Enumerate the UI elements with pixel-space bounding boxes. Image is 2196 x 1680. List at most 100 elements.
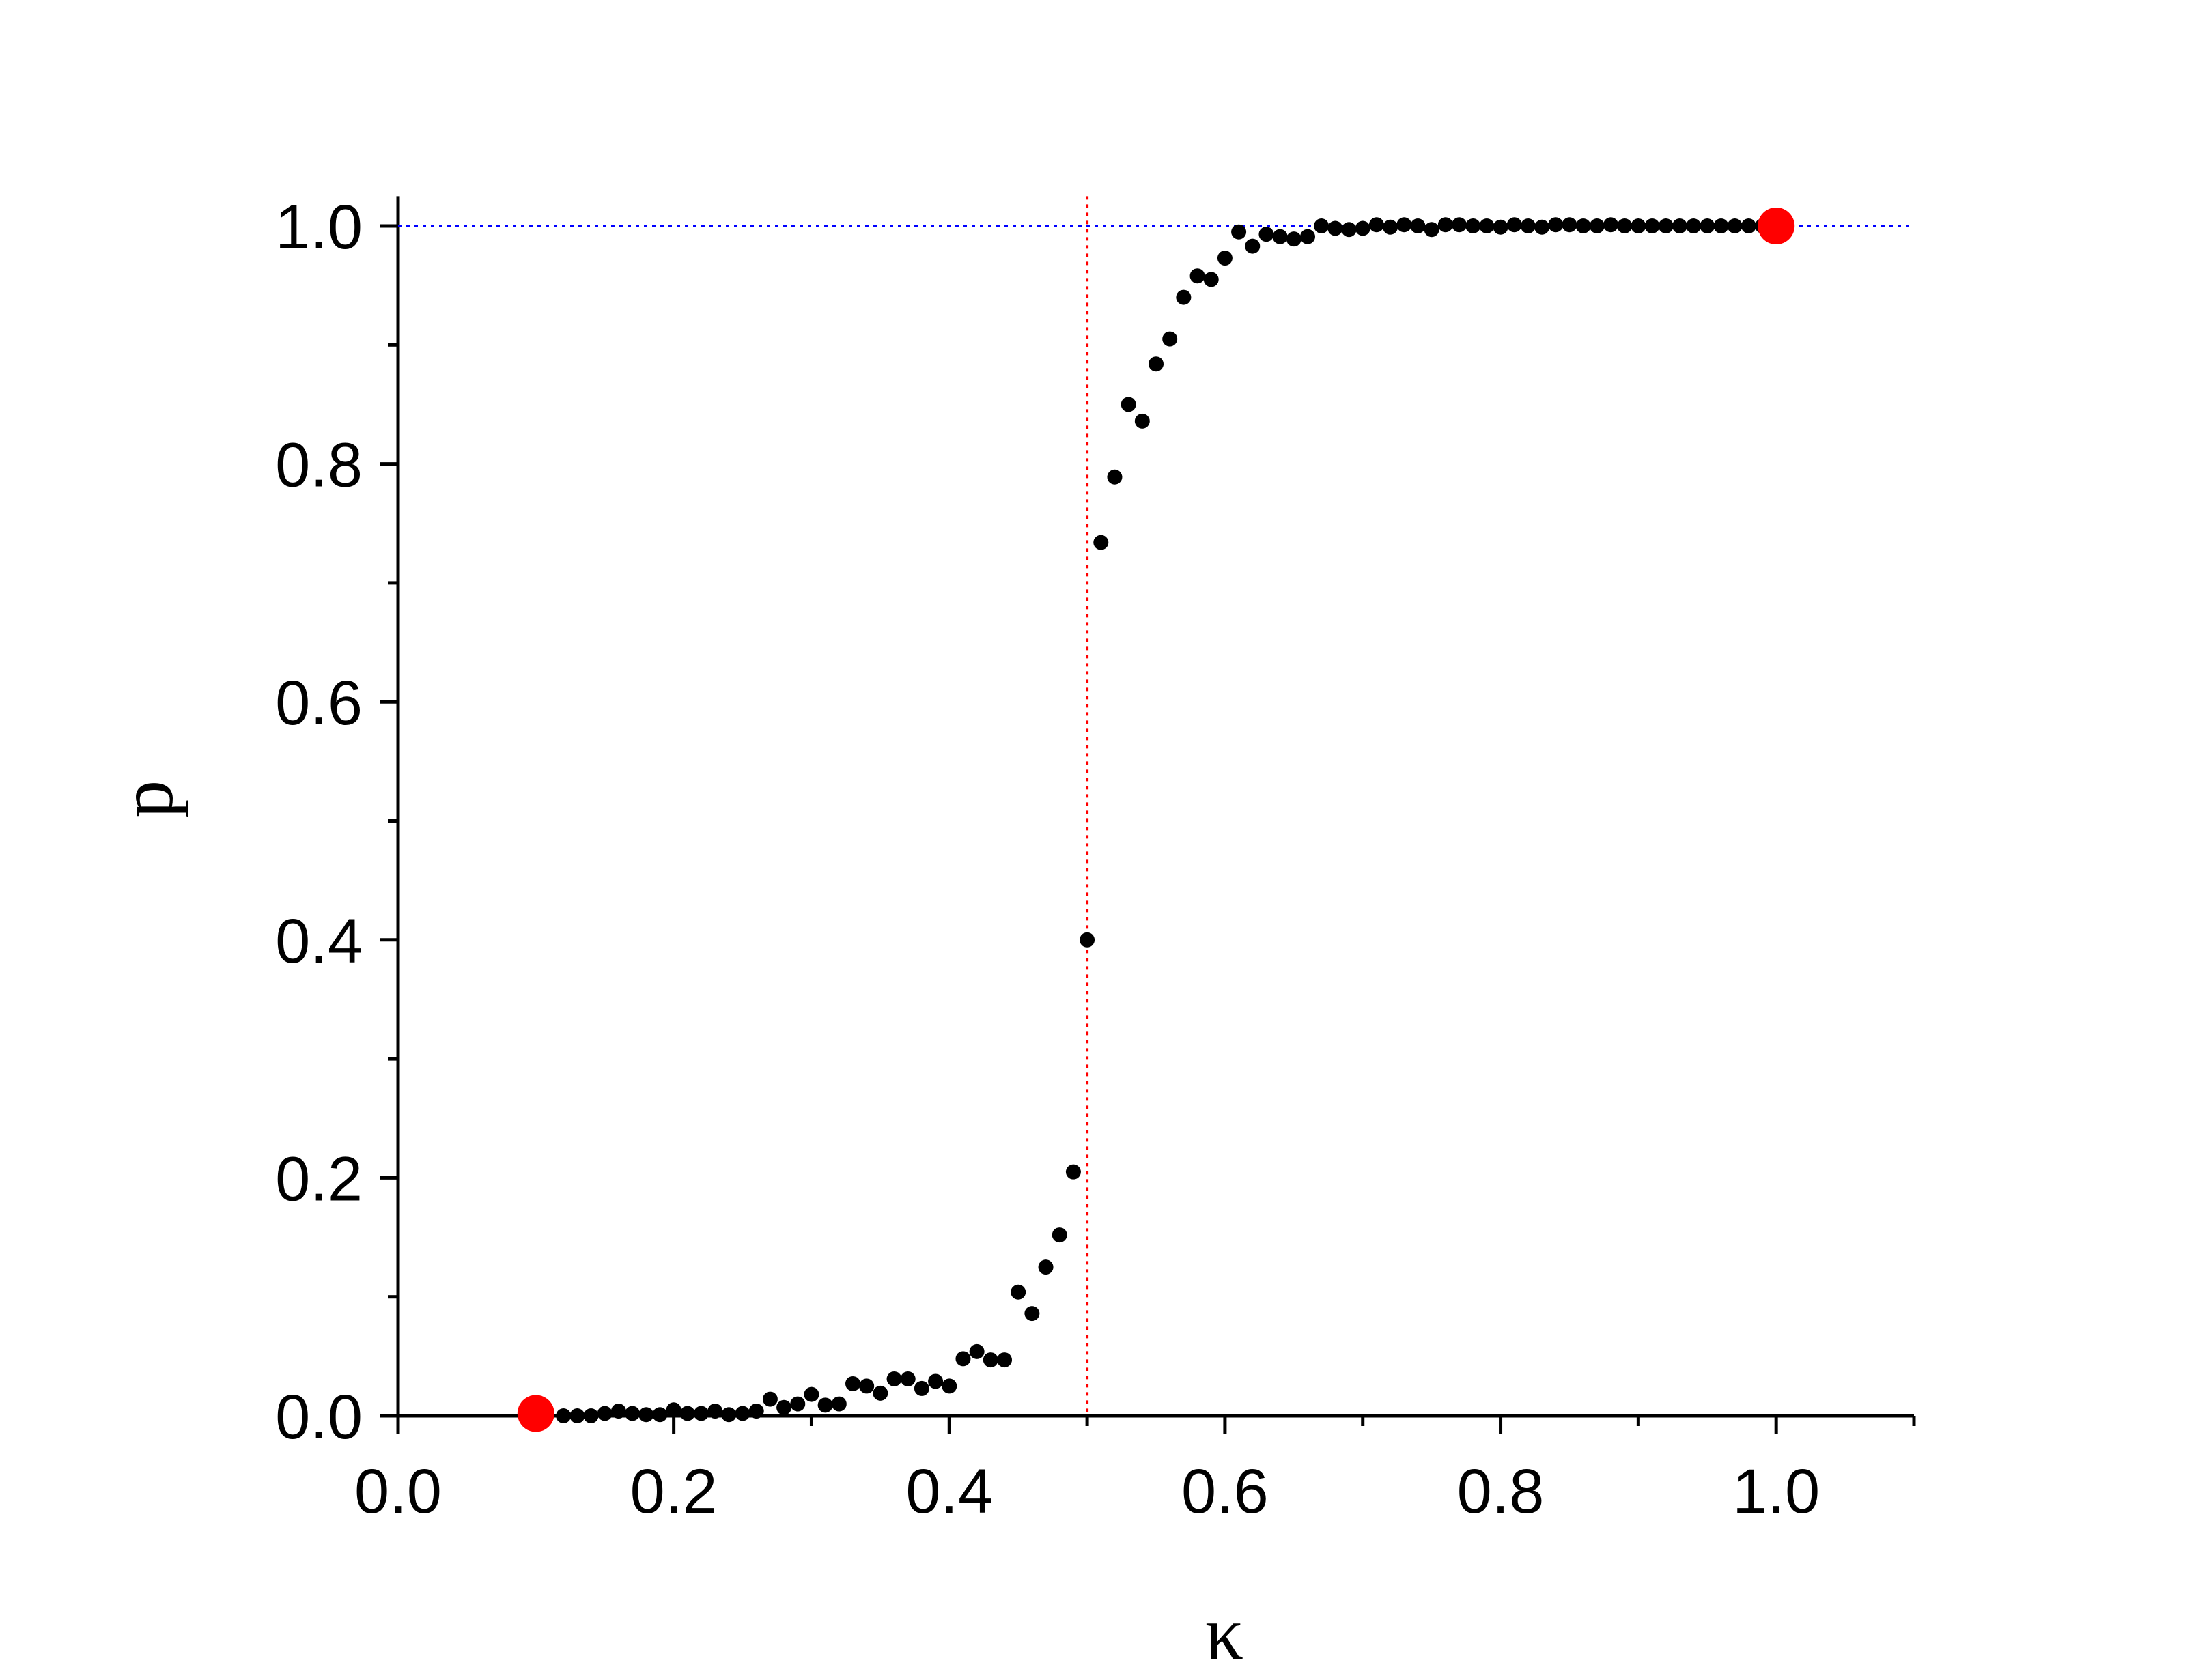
data-point: [1258, 227, 1274, 242]
data-point: [776, 1399, 792, 1415]
data-point: [1548, 217, 1564, 233]
data-point: [597, 1406, 613, 1421]
data-point: [583, 1408, 599, 1423]
x-tick-label: 0.8: [1457, 1457, 1545, 1526]
data-point: [997, 1352, 1012, 1368]
data-point: [1465, 218, 1481, 233]
data-point: [900, 1371, 916, 1386]
data-point: [1011, 1284, 1026, 1300]
x-axis-label: κ: [1205, 1591, 1243, 1676]
data-point: [1700, 218, 1715, 233]
data-point: [1107, 469, 1123, 485]
data-point: [1493, 219, 1508, 235]
data-point: [679, 1406, 695, 1421]
data-point: [886, 1371, 902, 1386]
data-point: [569, 1408, 585, 1423]
data-point: [1368, 217, 1384, 233]
data-point: [1314, 218, 1329, 233]
data-point: [694, 1406, 709, 1421]
reference-lines: [398, 196, 1914, 1416]
data-point: [831, 1396, 847, 1412]
data-points: [517, 208, 1795, 1432]
data-point: [1065, 1164, 1081, 1180]
data-point: [1231, 224, 1247, 240]
data-point: [556, 1408, 572, 1423]
data-point: [1093, 535, 1109, 550]
y-tick-label: 1.0: [275, 193, 363, 262]
data-point: [1631, 218, 1646, 233]
data-point: [721, 1407, 737, 1423]
data-point: [859, 1378, 875, 1394]
data-point: [969, 1343, 985, 1359]
data-point: [1410, 218, 1426, 233]
data-point: [790, 1396, 806, 1412]
data-point: [1479, 218, 1495, 233]
x-tick-label: 0.2: [630, 1457, 718, 1526]
data-point: [707, 1404, 723, 1419]
data-point: [1506, 217, 1522, 233]
data-point: [1727, 218, 1743, 233]
data-point: [1080, 932, 1095, 948]
data-point: [983, 1352, 998, 1368]
data-point: [845, 1376, 860, 1391]
highlight-point: [517, 1395, 554, 1432]
data-point: [1672, 218, 1687, 233]
y-axis-label: p: [104, 780, 189, 818]
data-point: [1603, 217, 1618, 233]
x-tick-label: 0.6: [1181, 1457, 1269, 1526]
data-point: [1327, 220, 1343, 236]
data-point: [1217, 251, 1233, 266]
data-point: [1617, 218, 1633, 233]
y-tick-label: 0.0: [275, 1382, 363, 1452]
data-point: [914, 1380, 929, 1396]
data-point: [652, 1407, 668, 1423]
data-point: [1589, 218, 1605, 233]
axes: [380, 196, 1916, 1434]
data-point: [1190, 268, 1205, 284]
data-point: [1562, 217, 1577, 233]
data-point: [817, 1397, 833, 1413]
data-point: [1575, 218, 1591, 233]
data-point: [1162, 331, 1178, 347]
data-point: [1534, 219, 1550, 235]
data-point: [1300, 229, 1315, 244]
data-point: [1424, 222, 1439, 238]
data-point: [1286, 231, 1301, 247]
data-point: [1658, 218, 1674, 233]
data-point: [610, 1404, 626, 1419]
data-point: [1355, 220, 1370, 236]
data-point: [1437, 217, 1453, 233]
data-point: [1176, 289, 1192, 305]
data-point: [666, 1402, 681, 1418]
data-point: [1052, 1227, 1067, 1243]
data-point: [1452, 217, 1467, 233]
data-point: [625, 1406, 640, 1421]
data-point: [1713, 218, 1729, 233]
data-point: [942, 1378, 957, 1394]
y-tick-label: 0.2: [275, 1144, 363, 1214]
data-point: [804, 1386, 819, 1402]
data-point: [1024, 1306, 1040, 1322]
data-point: [928, 1373, 944, 1389]
data-point: [762, 1391, 778, 1407]
highlight-point: [1758, 208, 1795, 244]
data-point: [1341, 222, 1357, 238]
y-tick-label: 0.6: [275, 668, 363, 738]
data-point: [638, 1407, 654, 1423]
data-point: [1396, 217, 1412, 233]
data-point: [1121, 397, 1136, 412]
data-point: [1520, 218, 1536, 233]
y-tick-label: 0.4: [275, 907, 363, 976]
x-tick-label: 0.0: [354, 1457, 442, 1526]
x-tick-label: 0.4: [905, 1457, 993, 1526]
data-point: [1038, 1259, 1054, 1275]
data-point: [1134, 413, 1150, 429]
y-tick-label: 0.8: [275, 431, 363, 500]
data-point: [748, 1404, 764, 1419]
data-point: [735, 1406, 750, 1421]
data-point: [1203, 272, 1219, 287]
data-point: [873, 1385, 888, 1401]
data-point: [1245, 238, 1261, 254]
data-point: [1686, 218, 1702, 233]
